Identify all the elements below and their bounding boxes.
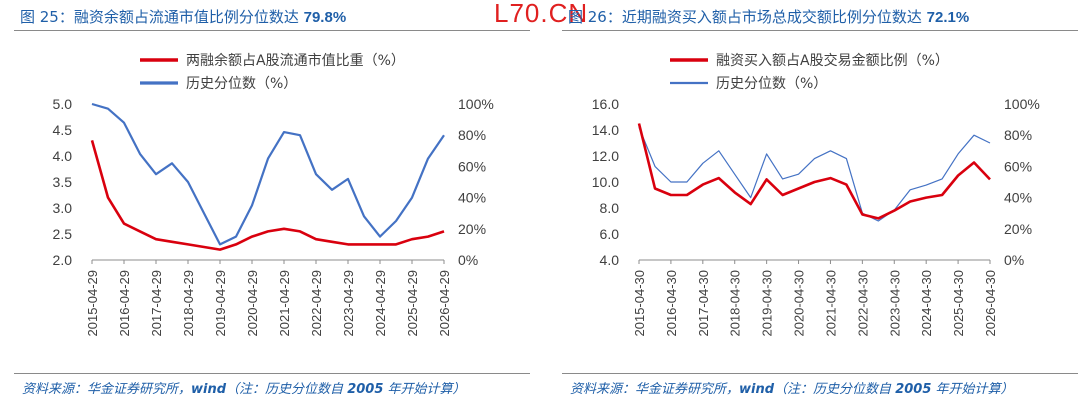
y-left-tick-label: 2.0: [53, 252, 73, 268]
figure-title-text: 图 25：融资余额占流通市值比例分位数达: [20, 8, 304, 26]
y-right-tick-label: 80%: [458, 127, 486, 143]
legend-label: 历史分位数（%）: [716, 76, 827, 92]
x-tick-label: 2015-04-30: [632, 270, 647, 337]
x-tick-label: 2019-04-29: [213, 270, 228, 337]
y-left-tick-label: 10.0: [592, 174, 619, 190]
y-left-tick-label: 16.0: [592, 96, 619, 112]
x-tick-label: 2020-04-30: [792, 270, 807, 337]
y-left-tick-label: 3.0: [53, 200, 73, 216]
figure-title-value: 79.8%: [303, 9, 347, 26]
x-tick-label: 2018-04-29: [181, 270, 196, 337]
y-right-tick-label: 40%: [1004, 190, 1032, 206]
y-right-tick-label: 60%: [1004, 158, 1032, 174]
x-tick-label: 2022-04-29: [309, 270, 324, 337]
x-tick-label: 2022-04-30: [855, 270, 870, 337]
y-left-tick-label: 12.0: [592, 148, 619, 164]
source-note: 资料来源：华金证券研究所，wind（注：历史分位数自 2005 年开始计算）: [570, 378, 1014, 397]
y-left-tick-label: 3.5: [53, 174, 73, 190]
source-year: 2005: [895, 382, 932, 397]
x-tick-label: 2024-04-29: [373, 270, 388, 337]
x-tick-label: 2026-04-30: [983, 270, 998, 337]
x-tick-label: 2021-04-29: [277, 270, 292, 337]
source-divider: [14, 373, 530, 374]
y-left-tick-label: 4.0: [53, 148, 73, 164]
source-note-text: （注：历史分位数自: [774, 382, 896, 397]
x-tick-label: 2015-04-29: [85, 270, 100, 337]
title-divider: [14, 30, 530, 31]
source-wind: wind: [191, 382, 227, 397]
y-left-tick-label: 5.0: [53, 96, 73, 112]
figure-25: 图 25：融资余额占流通市值比例分位数达 79.8% 2.0 2.5 3.0 3.5 4…: [0, 0, 532, 403]
x-tick-label: 2023-04-30: [887, 270, 902, 337]
figure-title: 图 26：近期融资买入额占市场总成交额比例分位数达 72.1%: [568, 6, 969, 27]
y-right-tick-label: 100%: [1004, 96, 1040, 112]
y-left-tick-label: 4.5: [53, 122, 73, 138]
x-tick-label: 2026-04-29: [437, 270, 452, 337]
source-suffix: 年开始计算）: [383, 382, 466, 397]
chart-svg: 2.0 2.5 3.0 3.5 4.0 4.5 5.0 0% 20% 40% 60% 80% 100% 2…: [53, 52, 494, 337]
x-tick-label: 2016-04-29: [117, 270, 132, 337]
x-tick-label: 2025-04-30: [951, 270, 966, 337]
y-right-tick-label: 80%: [1004, 127, 1032, 143]
x-tick-label: 2020-04-29: [245, 270, 260, 337]
y-left-tick-label: 6.0: [600, 226, 620, 242]
y-right-tick-label: 100%: [458, 96, 494, 112]
figure-title-value: 72.1%: [926, 9, 970, 26]
y-left-tick-label: 2.5: [53, 226, 73, 242]
source-prefix: 资料来源：华金证券研究所，: [570, 382, 740, 397]
x-tick-label: 2016-04-30: [664, 270, 679, 337]
y-right-tick-label: 0%: [1004, 252, 1024, 268]
y-left-tick-label: 14.0: [592, 122, 619, 138]
x-tick-label: 2024-04-30: [919, 270, 934, 337]
x-tick-label: 2025-04-29: [405, 270, 420, 337]
source-divider: [562, 373, 1078, 374]
y-right-tick-label: 0%: [458, 252, 478, 268]
x-tick-label: 2023-04-29: [341, 270, 356, 337]
source-wind: wind: [739, 382, 775, 397]
y-left-tick-label: 8.0: [600, 200, 620, 216]
x-tick-label: 2019-04-30: [760, 270, 775, 337]
series-line-right: [638, 127, 991, 222]
figure-title: 图 25：融资余额占流通市值比例分位数达 79.8%: [20, 6, 346, 27]
source-prefix: 资料来源：华金证券研究所，: [22, 382, 192, 397]
title-divider: [562, 30, 1078, 31]
series-line-right: [91, 102, 445, 246]
x-tick-label: 2017-04-29: [149, 270, 164, 337]
source-note-text: （注：历史分位数自: [226, 382, 348, 397]
y-right-tick-label: 20%: [1004, 221, 1032, 237]
x-tick-label: 2018-04-30: [728, 270, 743, 337]
y-left-tick-label: 4.0: [600, 252, 620, 268]
legend-label: 融资买入额占A股交易金额比例（%）: [716, 52, 949, 69]
y-right-tick-label: 20%: [458, 221, 486, 237]
y-right-tick-label: 60%: [458, 158, 486, 174]
source-suffix: 年开始计算）: [931, 382, 1014, 397]
chart-svg: 4.0 6.0 8.0 10.0 12.0 14.0 16.0 0% 20% 40% 60% 80% 1…: [592, 52, 1040, 337]
watermark: L70.CN: [494, 0, 589, 28]
series-line-left: [637, 123, 991, 220]
figure-26: 图 26：近期融资买入额占市场总成交额比例分位数达 72.1% 4.0 6.0 8.…: [548, 0, 1080, 403]
source-note: 资料来源：华金证券研究所，wind（注：历史分位数自 2005 年开始计算）: [22, 378, 466, 397]
source-year: 2005: [347, 382, 384, 397]
y-right-tick-label: 40%: [458, 190, 486, 206]
x-tick-label: 2021-04-30: [823, 270, 838, 337]
x-tick-label: 2017-04-30: [696, 270, 711, 337]
legend-label: 两融余额占A股流通市值比重（%）: [186, 52, 405, 69]
figure-title-text: 图 26：近期融资买入额占市场总成交额比例分位数达: [568, 8, 927, 26]
legend-label: 历史分位数（%）: [186, 76, 297, 92]
